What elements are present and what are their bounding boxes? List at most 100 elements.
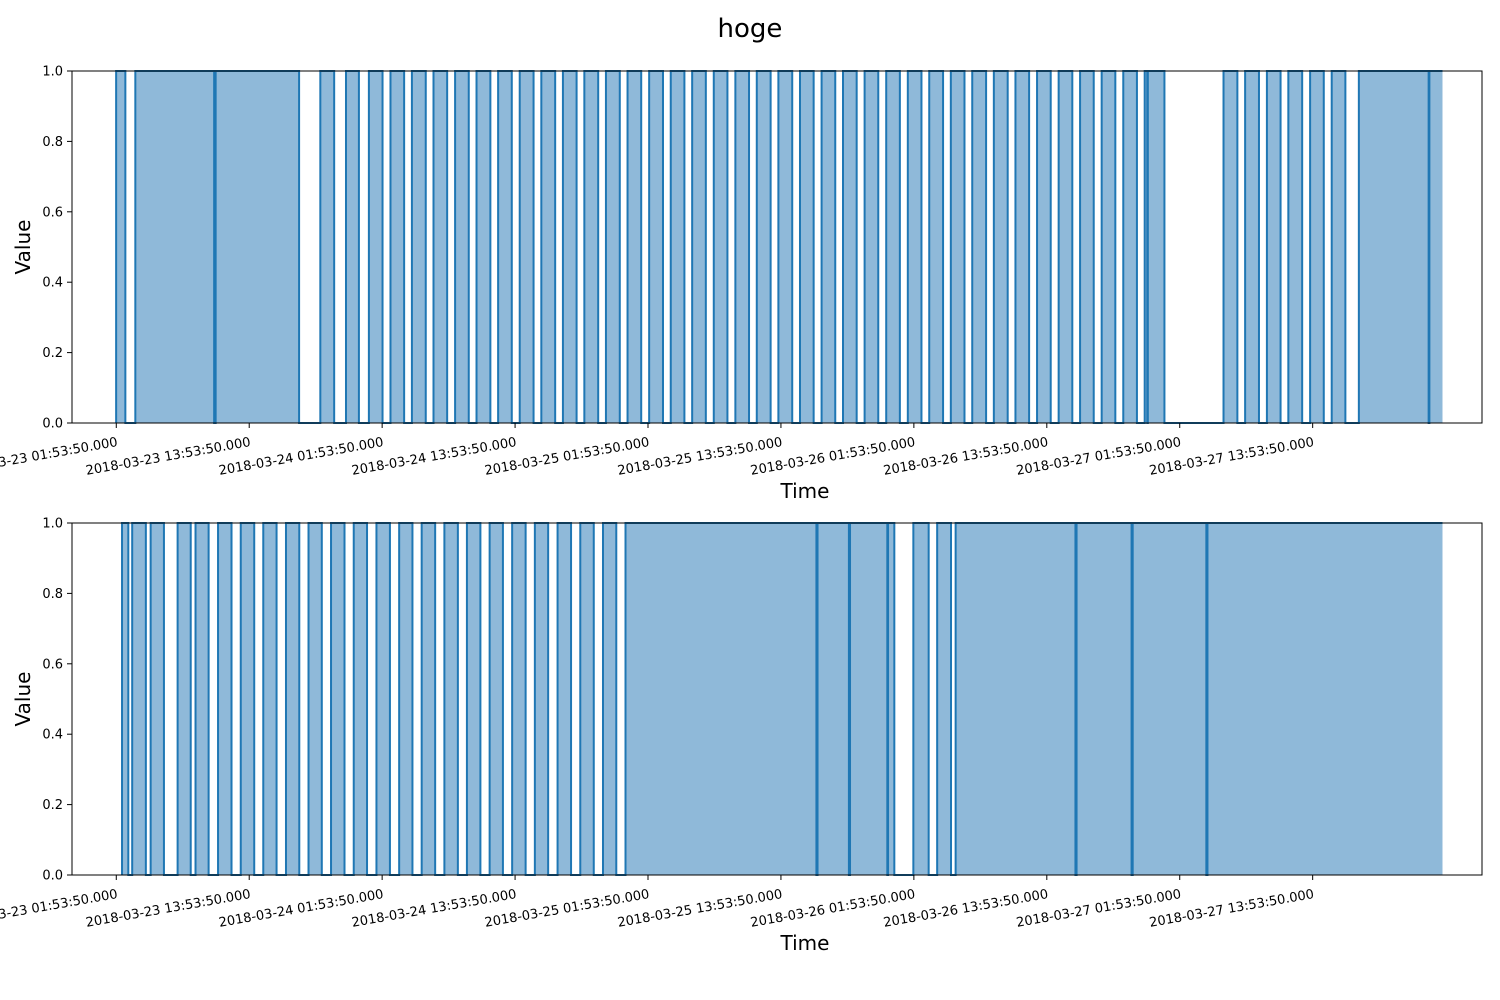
filled-interval xyxy=(320,71,335,423)
filled-interval xyxy=(1223,71,1238,423)
y-tick-label: 1.0 xyxy=(42,517,63,532)
x-axis-title: Time xyxy=(780,479,830,503)
filled-interval xyxy=(308,523,322,875)
filled-interval xyxy=(122,523,129,875)
filled-interval xyxy=(562,71,577,423)
filled-interval xyxy=(433,71,448,423)
y-tick-label: 0.8 xyxy=(42,587,63,602)
filled-interval xyxy=(353,523,368,875)
filled-interval xyxy=(950,71,965,423)
filled-interval xyxy=(285,523,300,875)
filled-interval xyxy=(263,523,277,875)
filled-interval xyxy=(799,71,814,423)
axes-frame xyxy=(71,522,1483,876)
y-tick-label: 0.4 xyxy=(42,728,63,743)
filled-interval xyxy=(368,71,383,423)
filled-interval xyxy=(756,71,771,423)
filled-interval xyxy=(444,523,458,875)
filled-interval xyxy=(345,71,359,423)
filled-interval xyxy=(455,71,469,423)
filled-interval xyxy=(240,523,255,875)
filled-interval xyxy=(692,71,706,423)
filled-interval xyxy=(218,523,232,875)
filled-interval xyxy=(735,71,750,423)
filled-interval xyxy=(195,523,209,875)
filled-interval xyxy=(135,71,215,423)
filled-interval xyxy=(399,523,413,875)
filled-interval xyxy=(602,523,617,875)
y-tick-label: 1.0 xyxy=(42,65,63,80)
filled-interval xyxy=(972,71,987,423)
y-tick-label: 0.6 xyxy=(42,657,63,672)
filled-interval xyxy=(605,71,620,423)
filled-interval xyxy=(1123,71,1137,423)
filled-interval xyxy=(1245,71,1259,423)
filled-interval xyxy=(907,71,922,423)
filled-interval xyxy=(1015,71,1030,423)
filled-interval xyxy=(886,71,900,423)
filled-interval xyxy=(512,523,526,875)
filled-interval xyxy=(929,71,944,423)
y-axis-title: Value xyxy=(11,220,35,275)
y-tick-label: 0.0 xyxy=(42,417,63,432)
filled-interval xyxy=(1288,71,1303,423)
filled-interval xyxy=(411,71,426,423)
filled-interval xyxy=(1144,71,1148,423)
filled-interval xyxy=(1058,71,1073,423)
filled-interval xyxy=(498,71,512,423)
filled-interval xyxy=(557,523,572,875)
y-tick-label: 0.4 xyxy=(42,276,63,291)
filled-interval xyxy=(215,71,300,423)
filled-interval xyxy=(817,523,849,875)
filled-interval xyxy=(466,523,481,875)
filled-interval xyxy=(584,71,599,423)
filled-interval xyxy=(955,523,1076,875)
filled-interval xyxy=(843,71,857,423)
filled-interval xyxy=(1076,523,1132,875)
filled-interval xyxy=(476,71,491,423)
filled-interval xyxy=(534,523,549,875)
filled-interval xyxy=(132,523,146,875)
filled-interval xyxy=(670,71,685,423)
filled-interval xyxy=(390,71,405,423)
filled-interval xyxy=(1147,71,1165,423)
filled-interval xyxy=(1080,71,1094,423)
y-tick-label: 0.8 xyxy=(42,135,63,150)
filled-interval xyxy=(1101,71,1116,423)
filled-interval xyxy=(713,71,728,423)
filled-interval xyxy=(1037,71,1051,423)
filled-interval xyxy=(1310,71,1324,423)
filled-interval xyxy=(1429,71,1443,423)
filled-interval xyxy=(864,71,879,423)
filled-interval xyxy=(850,523,888,875)
filled-interval xyxy=(177,523,191,875)
filled-interval xyxy=(331,523,345,875)
filled-interval xyxy=(627,71,642,423)
filled-interval xyxy=(993,71,1008,423)
filled-interval xyxy=(580,523,594,875)
filled-interval xyxy=(1331,71,1346,423)
y-axis-title: Value xyxy=(11,672,35,727)
axes-frame xyxy=(71,70,1483,424)
filled-interval xyxy=(1207,523,1443,875)
filled-interval xyxy=(1358,71,1429,423)
filled-interval xyxy=(888,523,895,875)
y-tick-label: 0.2 xyxy=(42,798,63,813)
filled-interval xyxy=(649,71,663,423)
filled-interval xyxy=(519,71,534,423)
x-axis-title: Time xyxy=(780,931,830,955)
filled-interval xyxy=(625,523,817,875)
filled-interval xyxy=(1132,523,1207,875)
filled-interval xyxy=(541,71,556,423)
y-tick-label: 0.2 xyxy=(42,346,63,361)
filled-interval xyxy=(913,523,929,875)
filled-interval xyxy=(821,71,836,423)
filled-interval xyxy=(376,523,390,875)
filled-interval xyxy=(937,523,952,875)
filled-interval xyxy=(116,71,126,423)
y-tick-label: 0.0 xyxy=(42,869,63,884)
y-tick-label: 0.6 xyxy=(42,205,63,220)
